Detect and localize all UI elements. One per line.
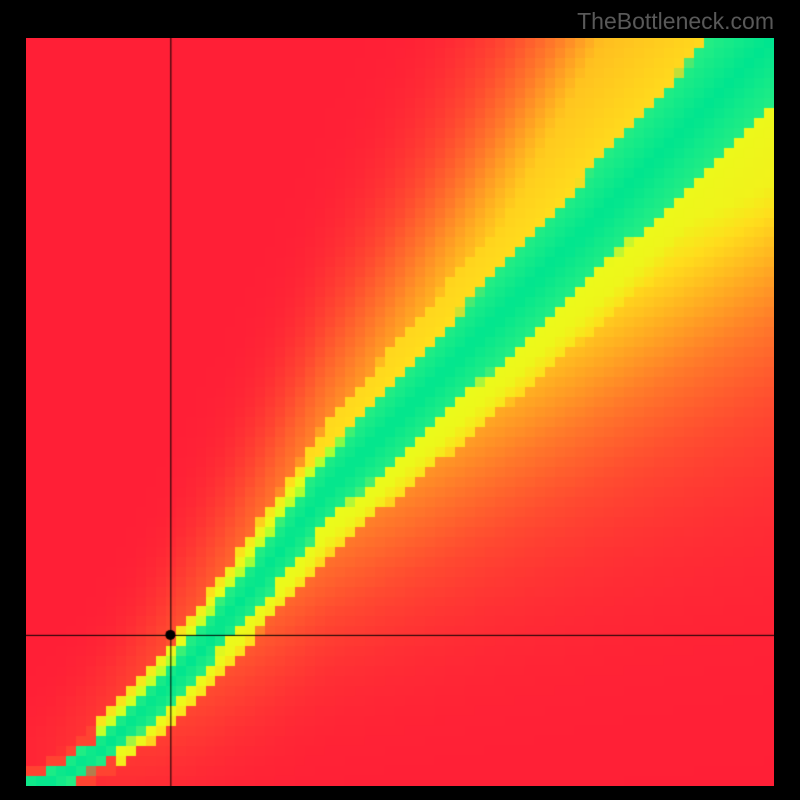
chart-container: TheBottleneck.com [0, 0, 800, 800]
heatmap-canvas [26, 38, 774, 786]
watermark-text: TheBottleneck.com [577, 8, 774, 35]
heatmap-plot [26, 38, 774, 786]
